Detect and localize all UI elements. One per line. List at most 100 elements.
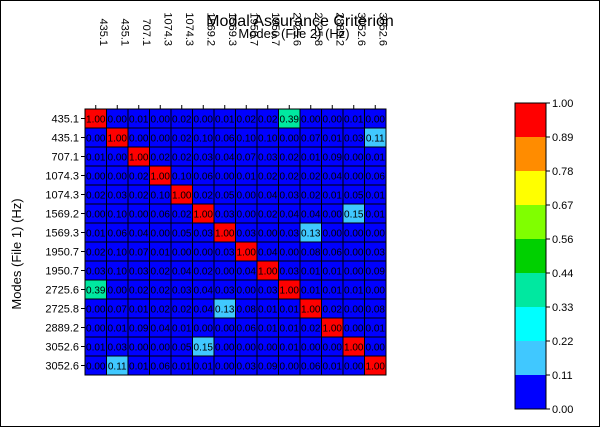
heatmap-cell-value: 0.06 <box>301 362 321 373</box>
heatmap-cell-value: 0.39 <box>280 115 300 126</box>
heatmap-cell-value: 1.00 <box>237 248 257 259</box>
heatmap-cell-value: 0.02 <box>172 153 192 164</box>
heatmap-cell-value: 0.00 <box>366 343 386 354</box>
heatmap-cell-value: 0.01 <box>258 324 278 335</box>
heatmap-cell-value: 0.01 <box>344 115 364 126</box>
chart-title: Modal Assurance Criterion <box>206 13 394 30</box>
heatmap-cell-value: 0.03 <box>215 210 235 221</box>
y-tick-label: 1074.3 <box>45 190 79 202</box>
heatmap-cell-value: 0.00 <box>344 248 364 259</box>
heatmap-cell <box>364 355 387 376</box>
heatmap-cell-value: 0.00 <box>237 210 257 221</box>
heatmap-cell-value: 1.00 <box>301 305 321 316</box>
heatmap-cell-value: 0.02 <box>280 172 300 183</box>
heatmap-cell-value: 0.10 <box>172 172 192 183</box>
heatmap-cell-value: 0.00 <box>215 362 235 373</box>
heatmap-cell-value: 0.00 <box>344 305 364 316</box>
heatmap-cell-value: 0.02 <box>172 134 192 145</box>
heatmap-cell-value: 0.10 <box>151 191 171 202</box>
x-tick-label: 435.1 <box>118 18 130 46</box>
heatmap-cell-value: 0.00 <box>151 115 171 126</box>
heatmap-cell-value: 0.00 <box>129 134 149 145</box>
heatmap-cell-value: 0.00 <box>194 248 214 259</box>
heatmap-cell-value: 0.00 <box>151 134 171 145</box>
heatmap-cell-value: 0.02 <box>151 267 171 278</box>
x-tick-label: 1569.3 <box>226 12 238 46</box>
colorbar-band <box>515 171 546 205</box>
heatmap-cell-value: 0.04 <box>301 210 321 221</box>
heatmap-cell-value: 1.00 <box>366 362 386 373</box>
heatmap-cell-value: 0.02 <box>258 115 278 126</box>
heatmap-cell-value: 0.03 <box>366 248 386 259</box>
heatmap-cell-value: 0.02 <box>301 324 321 335</box>
heatmap-cell-value: 0.01 <box>86 343 106 354</box>
heatmap-cell-value: 0.01 <box>194 362 214 373</box>
heatmap-cell-value: 0.01 <box>172 362 192 373</box>
heatmap-cell-value: 0.04 <box>323 172 343 183</box>
colorbar-tick-label: 0.44 <box>552 268 573 280</box>
heatmap-cell-value: 0.15 <box>344 210 364 221</box>
heatmap-cell-value: 0.00 <box>258 229 278 240</box>
x-tick-label: 2889.2 <box>333 12 345 46</box>
heatmap-cell-value: 0.01 <box>108 324 128 335</box>
heatmap-cell-value: 0.00 <box>323 343 343 354</box>
heatmap-cell-value: 0.06 <box>108 229 128 240</box>
heatmap-cell-value: 0.00 <box>215 343 235 354</box>
heatmap-cell-value: 0.08 <box>366 305 386 316</box>
heatmap-cell-value: 0.01 <box>129 115 149 126</box>
heatmap-cell-value: 0.04 <box>258 191 278 202</box>
heatmap-cell-value: 0.01 <box>172 324 192 335</box>
heatmap-cell-value: 0.01 <box>366 324 386 335</box>
heatmap-cell-value: 0.00 <box>151 343 171 354</box>
x-axis-label: Modes (File 2) (Hz) <box>238 26 349 41</box>
x-tick-label: 1950.7 <box>247 12 259 46</box>
heatmap-cell-value: 0.06 <box>151 210 171 221</box>
heatmap-cell-value: 0.02 <box>129 191 149 202</box>
y-tick-label: 1569.2 <box>45 209 79 221</box>
y-tick-label: 3052.6 <box>45 342 79 354</box>
heatmap-cell-value: 0.03 <box>280 267 300 278</box>
heatmap-cell-value: 0.01 <box>129 305 149 316</box>
heatmap-cell-value: 0.13 <box>215 305 235 316</box>
heatmap-cell-value: 0.06 <box>215 134 235 145</box>
heatmap-cell-value: 0.00 <box>215 172 235 183</box>
heatmap-cell-value: 0.00 <box>172 248 192 259</box>
heatmap-cell-value: 0.01 <box>323 362 343 373</box>
heatmap-cell-value: 0.00 <box>194 324 214 335</box>
x-tick-label: 435.1 <box>97 18 109 46</box>
y-tick-label: 435.1 <box>51 114 79 126</box>
heatmap-cell-value: 0.10 <box>108 248 128 259</box>
heatmap-cell-value: 0.02 <box>129 286 149 297</box>
heatmap-cell-value: 1.00 <box>215 229 235 240</box>
x-tick-label: 1569.2 <box>204 12 216 46</box>
heatmap-cell-value: 0.03 <box>194 229 214 240</box>
colorbar <box>514 102 547 410</box>
colorbar-tick-label: 0.00 <box>552 404 573 416</box>
heatmap-cell-value: 0.03 <box>215 248 235 259</box>
heatmap-cell-value: 0.08 <box>237 305 257 316</box>
heatmap-cell-value: 0.02 <box>151 305 171 316</box>
heatmap-cell-value: 0.00 <box>323 229 343 240</box>
colorbar-band <box>515 341 546 375</box>
colorbar-band <box>515 273 546 307</box>
colorbar-tick-label: 0.89 <box>552 132 573 144</box>
heatmap-cell-value: 0.02 <box>151 286 171 297</box>
x-tick-label: 1074.3 <box>183 12 195 46</box>
heatmap-cell-value: 0.02 <box>86 248 106 259</box>
heatmap-cell-value: 0.01 <box>344 286 364 297</box>
heatmap-cell-value: 0.07 <box>237 153 257 164</box>
colorbar-tick-labels: 1.00 0.89 0.78 0.67 0.56 0.44 0.33 0.22 0.11 0.00 <box>546 98 573 416</box>
heatmap-cell-value: 0.01 <box>301 286 321 297</box>
x-tick-label: 3052.6 <box>355 12 367 46</box>
heatmap-cell-value: 0.03 <box>86 267 106 278</box>
heatmap-cell-value: 0.01 <box>86 229 106 240</box>
heatmap-cell-value: 0.02 <box>172 115 192 126</box>
heatmap-cell-value: 0.03 <box>280 229 300 240</box>
heatmap-cell-value: 0.02 <box>323 305 343 316</box>
heatmap-cell-value: 0.09 <box>129 324 149 335</box>
heatmap-cell-value: 0.03 <box>108 191 128 202</box>
heatmap-cell-value: 0.01 <box>258 305 278 316</box>
heatmap-cell-value: 0.00 <box>108 286 128 297</box>
heatmap-cell-value: 0.06 <box>323 248 343 259</box>
heatmap-cell-value: 0.00 <box>237 343 257 354</box>
